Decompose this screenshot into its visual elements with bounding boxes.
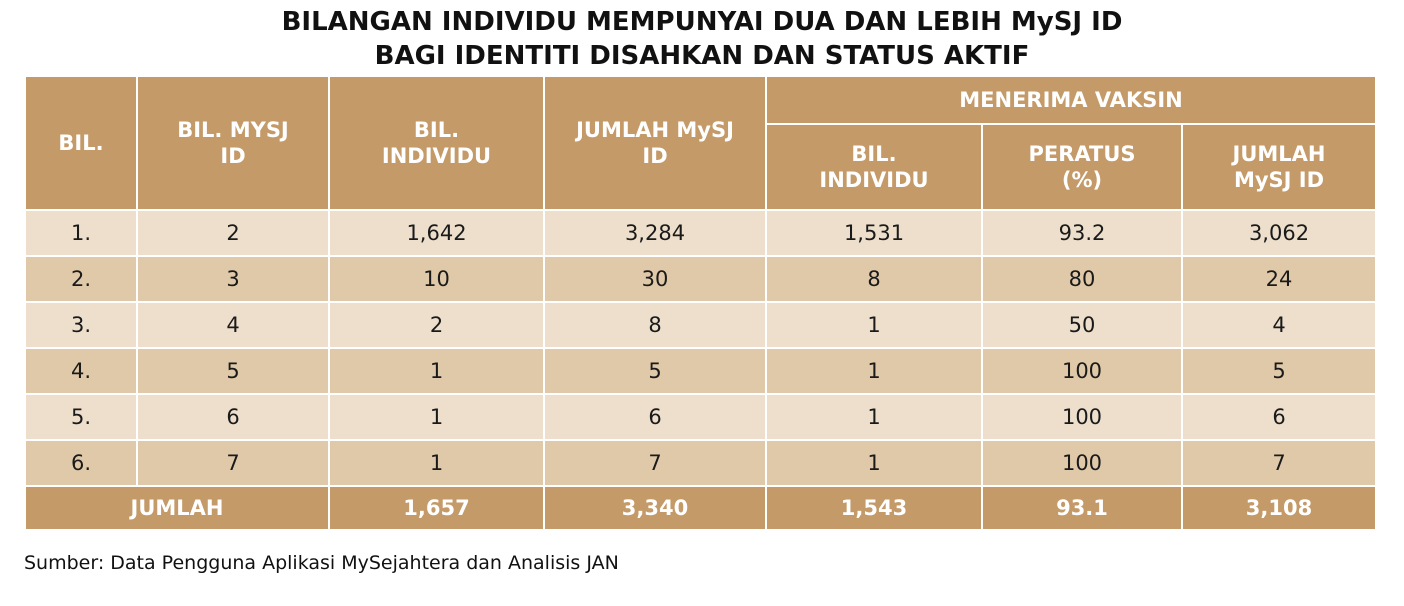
- total-cell: 1,657: [328, 485, 545, 531]
- table-cell: 3,062: [1181, 209, 1377, 257]
- table-cell: 1: [765, 393, 983, 441]
- header-bil-mysj-id: BIL. MYSJ ID: [136, 75, 330, 211]
- total-cell: 1,543: [765, 485, 983, 531]
- table-cell: 24: [1181, 255, 1377, 303]
- table-cell: 1: [765, 301, 983, 349]
- header-vax-peratus: PERATUS (%): [981, 123, 1183, 211]
- table-cell: 1: [328, 393, 545, 441]
- table-row: 3. 4 2 8 1 50 4: [24, 301, 1377, 349]
- table-cell: 2: [328, 301, 545, 349]
- title-line-1: BILANGAN INDIVIDU MEMPUNYAI DUA DAN LEBI…: [281, 7, 1123, 37]
- source-note: Sumber: Data Pengguna Aplikasi MySejahte…: [24, 552, 619, 574]
- table-cell: 3.: [24, 301, 138, 349]
- table-cell: 30: [543, 255, 767, 303]
- table-cell: 5: [1181, 347, 1377, 395]
- table-cell: 1: [328, 439, 545, 487]
- table-cell: 5: [543, 347, 767, 395]
- table-cell: 6: [136, 393, 330, 441]
- table-cell: 7: [543, 439, 767, 487]
- table-cell: 100: [981, 393, 1183, 441]
- data-table: BIL. BIL. MYSJ ID BIL. INDIVIDU JUMLAH MyS…: [24, 75, 1377, 531]
- header-vax-jumlah-mysj-id: JUMLAH MySJ ID: [1181, 123, 1377, 211]
- table-cell: 8: [765, 255, 983, 303]
- header-menerima-vaksin: MENERIMA VAKSIN: [765, 75, 1377, 125]
- table-row: 5. 6 1 6 1 100 6: [24, 393, 1377, 441]
- table-cell: 5: [136, 347, 330, 395]
- total-label: JUMLAH: [24, 485, 330, 531]
- table-cell: 2: [136, 209, 330, 257]
- table-cell: 1: [328, 347, 545, 395]
- table-cell: 80: [981, 255, 1183, 303]
- table-row: 6. 7 1 7 1 100 7: [24, 439, 1377, 487]
- table-cell: 8: [543, 301, 767, 349]
- title-line-2: BAGI IDENTITI DISAHKAN DAN STATUS AKTIF: [374, 41, 1030, 71]
- table-cell: 4: [136, 301, 330, 349]
- table-cell: 93.2: [981, 209, 1183, 257]
- total-cell: 3,340: [543, 485, 767, 531]
- total-cell: 3,108: [1181, 485, 1377, 531]
- table-row: 1. 2 1,642 3,284 1,531 93.2 3,062: [24, 209, 1377, 257]
- header-jumlah-mysj-id: JUMLAH MySJ ID: [543, 75, 767, 211]
- table-cell: 100: [981, 347, 1183, 395]
- table-cell: 50: [981, 301, 1183, 349]
- total-row: JUMLAH 1,657 3,340 1,543 93.1 3,108: [24, 485, 1377, 531]
- total-cell: 93.1: [981, 485, 1183, 531]
- table-cell: 3,284: [543, 209, 767, 257]
- table-cell: 1,531: [765, 209, 983, 257]
- table-cell: 6.: [24, 439, 138, 487]
- table-cell: 7: [1181, 439, 1377, 487]
- table-cell: 10: [328, 255, 545, 303]
- table-cell: 7: [136, 439, 330, 487]
- header-bil: BIL.: [24, 75, 138, 211]
- table-row: 4. 5 1 5 1 100 5: [24, 347, 1377, 395]
- table-cell: 1: [765, 439, 983, 487]
- table-cell: 2.: [24, 255, 138, 303]
- table-cell: 3: [136, 255, 330, 303]
- table-cell: 1.: [24, 209, 138, 257]
- table-cell: 4.: [24, 347, 138, 395]
- table-cell: 6: [543, 393, 767, 441]
- table-row: 2. 3 10 30 8 80 24: [24, 255, 1377, 303]
- header-vax-bil-individu: BIL. INDIVIDU: [765, 123, 983, 211]
- table-cell: 5.: [24, 393, 138, 441]
- table-cell: 4: [1181, 301, 1377, 349]
- table-cell: 6: [1181, 393, 1377, 441]
- table-cell: 1,642: [328, 209, 545, 257]
- table-cell: 100: [981, 439, 1183, 487]
- table-cell: 1: [765, 347, 983, 395]
- header-bil-individu: BIL. INDIVIDU: [328, 75, 545, 211]
